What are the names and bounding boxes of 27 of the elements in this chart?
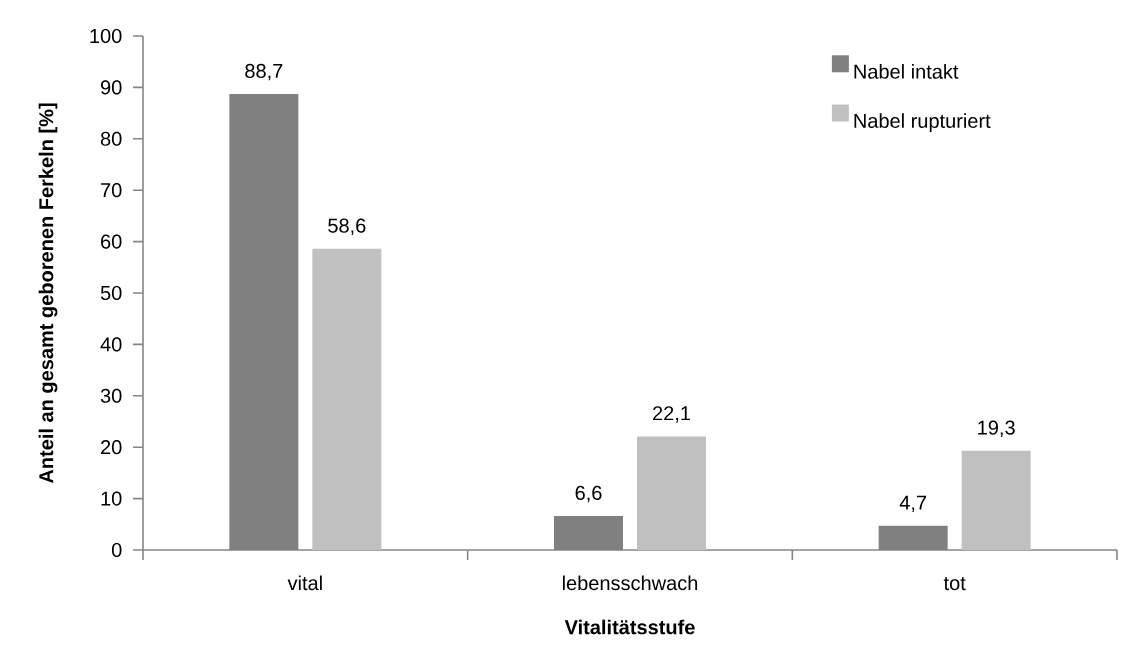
y-tick-label: 20 (101, 440, 122, 455)
data-label: 88,7 (245, 63, 283, 81)
data-label: 58,6 (328, 218, 366, 236)
y-tick-label: 40 (100, 337, 122, 352)
data-label: 22,1 (653, 406, 690, 423)
data-label: 6,6 (575, 485, 602, 503)
bar (961, 450, 1031, 550)
x-tick-label: tot (943, 577, 966, 591)
bar (637, 436, 706, 550)
y-tick-label: 70 (101, 183, 122, 198)
legend-label: Nabel intakt (854, 64, 959, 79)
x-axis-title: Vitalitätsstufe (564, 619, 695, 635)
y-tick-label: 10 (101, 491, 122, 506)
bar (312, 248, 382, 550)
y-tick-label: 100 (90, 28, 122, 44)
x-tick-label: lebensschwach (562, 575, 698, 591)
data-label: 19,3 (978, 420, 1015, 438)
y-tick-label: 90 (100, 80, 122, 95)
y-tick-label: 0 (111, 542, 122, 558)
x-tick-label: vital (287, 575, 322, 591)
y-tick-label: 80 (100, 131, 122, 146)
y-tick-label: 50 (100, 285, 122, 301)
legend-label: Nabel rupturiert (854, 113, 991, 132)
y-axis-title: Anteil an gesamt geborenen Ferkeln [%] (38, 103, 58, 484)
data-label: 4,7 (899, 495, 927, 513)
y-tick-label: 60 (101, 234, 122, 249)
y-tick-label: 30 (100, 388, 122, 403)
